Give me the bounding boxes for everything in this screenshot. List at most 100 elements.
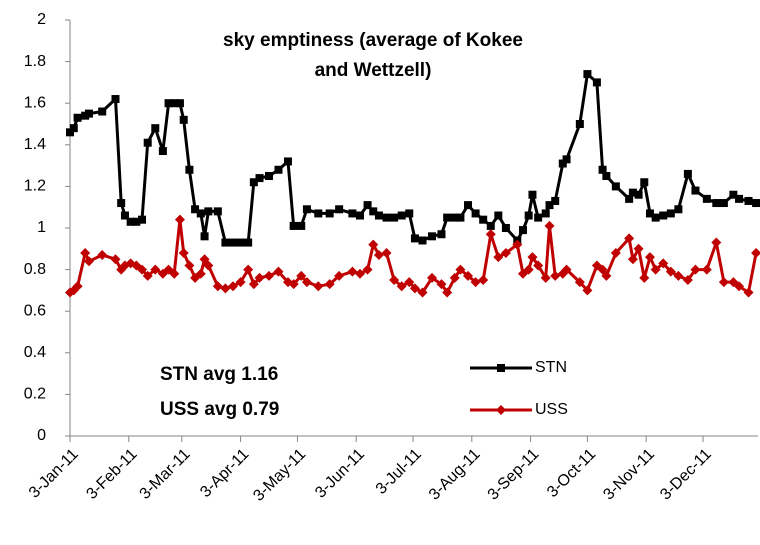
square-marker xyxy=(191,205,200,214)
diamond-marker xyxy=(110,254,121,265)
diamond-marker xyxy=(334,270,345,281)
square-marker xyxy=(289,221,298,230)
diamond-marker xyxy=(354,268,365,279)
square-marker xyxy=(138,215,147,224)
diamond-marker xyxy=(203,260,214,271)
square-marker xyxy=(634,190,643,199)
square-marker xyxy=(592,78,601,87)
square-marker xyxy=(524,211,533,220)
diamond-marker xyxy=(301,277,312,288)
diamond-marker xyxy=(690,264,701,275)
diamond-marker xyxy=(83,256,94,267)
annotation: USS avg 0.79 xyxy=(160,399,279,420)
square-marker xyxy=(382,213,391,222)
y-tick-label: 1.8 xyxy=(24,53,46,70)
square-marker xyxy=(348,209,357,218)
diamond-marker xyxy=(644,252,655,263)
square-marker xyxy=(735,194,744,203)
diamond-marker xyxy=(601,270,612,281)
diamond-marker xyxy=(533,260,544,271)
square-marker xyxy=(551,196,560,205)
diamond-marker xyxy=(254,272,265,283)
square-marker xyxy=(712,199,721,208)
square-marker xyxy=(213,207,222,216)
square-marker xyxy=(651,213,660,222)
square-marker xyxy=(534,213,543,222)
square-marker xyxy=(185,165,194,174)
square-marker xyxy=(497,364,505,372)
y-tick-label: 2 xyxy=(37,11,46,28)
diamond-marker xyxy=(368,239,379,250)
square-marker xyxy=(120,211,129,220)
diamond-marker xyxy=(639,272,650,283)
square-marker xyxy=(625,194,634,203)
x-tick-label: 3-Aug-11 xyxy=(426,446,484,504)
y-tick-label: 0.2 xyxy=(24,386,46,403)
square-marker xyxy=(702,194,711,203)
diamond-marker xyxy=(493,252,504,263)
square-marker xyxy=(611,182,620,191)
diamond-marker xyxy=(80,247,91,258)
square-marker xyxy=(390,213,399,222)
square-marker xyxy=(325,209,334,218)
square-marker xyxy=(744,196,753,205)
diamond-marker xyxy=(243,264,254,275)
square-marker xyxy=(283,157,292,166)
square-marker xyxy=(479,215,488,224)
square-marker xyxy=(486,221,495,230)
diamond-marker xyxy=(561,264,572,275)
y-tick-label: 1.6 xyxy=(24,94,46,111)
x-tick-label: 3-Jan-11 xyxy=(26,446,82,502)
diamond-marker xyxy=(178,247,189,258)
square-marker xyxy=(66,128,74,137)
diamond-marker xyxy=(701,264,712,275)
diamond-marker xyxy=(540,272,551,283)
x-tick-label: 3-Mar-11 xyxy=(137,446,194,503)
square-marker xyxy=(598,165,607,174)
x-tick-label: 3-Oct-11 xyxy=(544,446,599,501)
legend-label: STN xyxy=(535,359,567,376)
diamond-marker xyxy=(227,281,238,292)
diamond-marker xyxy=(409,283,420,294)
square-marker xyxy=(602,172,611,180)
diamond-marker xyxy=(142,270,153,281)
diamond-marker xyxy=(751,247,760,258)
diamond-marker xyxy=(633,243,644,254)
y-tick-label: 0.4 xyxy=(24,344,46,361)
x-tick-label: 3-Jul-11 xyxy=(373,446,425,498)
square-marker xyxy=(314,209,323,218)
square-marker xyxy=(244,238,253,247)
diamond-marker xyxy=(658,258,669,269)
square-marker xyxy=(117,199,126,208)
diamond-marker xyxy=(734,281,745,292)
square-marker xyxy=(132,217,141,226)
x-tick-label: 3-Dec-11 xyxy=(657,446,715,504)
diamond-marker xyxy=(627,254,638,265)
diamond-marker xyxy=(248,279,259,290)
square-marker xyxy=(443,213,452,222)
diamond-marker xyxy=(478,275,489,285)
square-marker xyxy=(558,159,567,168)
square-marker xyxy=(98,107,107,116)
square-marker xyxy=(255,174,264,183)
square-marker xyxy=(428,232,437,241)
x-tick-label: 3-Nov-11 xyxy=(600,446,658,504)
diamond-marker xyxy=(463,270,474,281)
diamond-marker xyxy=(169,268,180,279)
square-marker xyxy=(73,113,82,122)
diamond-marker xyxy=(220,283,231,294)
diamond-marker xyxy=(199,254,210,265)
x-tick-label: 3-Feb-11 xyxy=(83,446,140,503)
square-marker xyxy=(674,205,683,214)
square-marker xyxy=(143,138,152,147)
square-marker xyxy=(418,236,427,245)
square-marker xyxy=(175,99,184,108)
square-marker xyxy=(752,199,760,208)
diamond-marker xyxy=(296,270,307,281)
square-marker xyxy=(249,178,258,187)
square-marker xyxy=(410,234,419,243)
square-marker xyxy=(494,211,503,220)
square-marker xyxy=(450,213,459,222)
diamond-marker xyxy=(718,277,729,288)
